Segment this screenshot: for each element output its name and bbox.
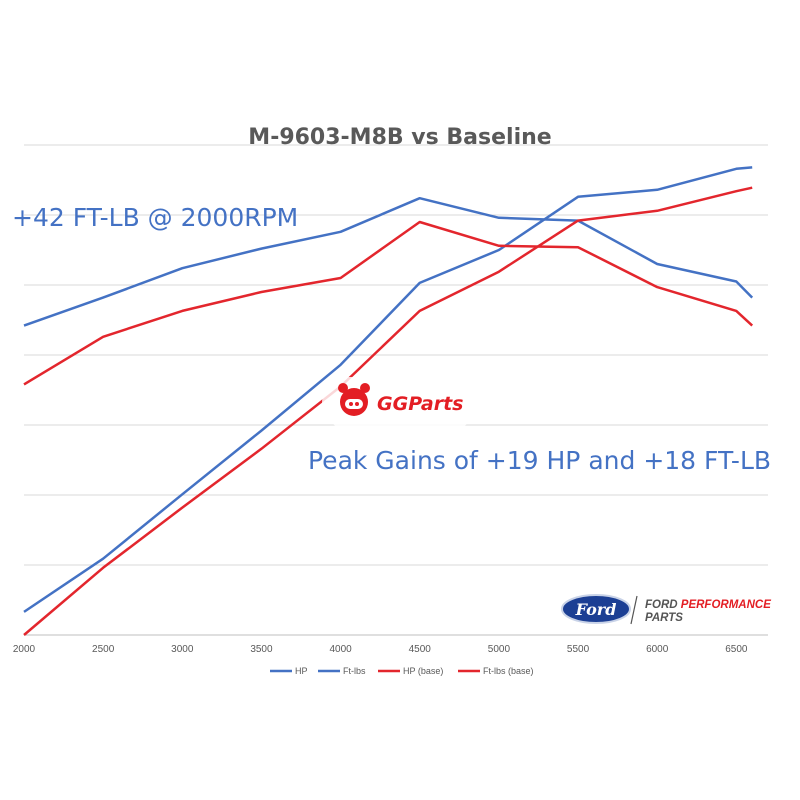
x-tick-label: 2500: [92, 644, 115, 655]
series-line-ft-lbs: [23, 196, 754, 327]
x-tick-label: 4000: [329, 644, 352, 655]
ford-performance-logo: Ford FORD PERFORMANCE PARTS: [561, 594, 771, 625]
series-line-ft-lbs-base: [23, 220, 754, 386]
series-lines: [23, 166, 754, 636]
ford-oval-text: Ford: [575, 600, 617, 619]
pig-logo-icon: [338, 383, 370, 416]
x-tick-label: 5500: [567, 644, 590, 655]
gridlines: [24, 144, 768, 636]
series-line-hp: [23, 166, 753, 613]
annotation-torque-gain: +42 FT-LB @ 2000RPM: [12, 203, 298, 232]
watermark-text: GGParts: [377, 393, 463, 415]
x-tick-label: 5000: [488, 644, 511, 655]
ford-performance-accent: PERFORMANCE: [681, 599, 771, 611]
watermark: GGParts: [322, 377, 478, 429]
ford-performance-text: FORD PERFORMANCE: [645, 599, 771, 611]
x-tick-label: 3000: [171, 644, 194, 655]
x-tick-label: 6500: [725, 644, 748, 655]
ford-parts-text: PARTS: [645, 612, 683, 624]
legend-label: HP: [295, 666, 308, 676]
x-tick-label: 6000: [646, 644, 669, 655]
annotation-peak-gains: Peak Gains of +19 HP and +18 FT-LB: [308, 446, 771, 475]
x-tick-label: 3500: [250, 644, 273, 655]
legend-label: Ft-lbs (base): [483, 666, 534, 676]
legend: HP Ft-lbs HP (base) Ft-lbs (base): [270, 666, 534, 676]
ford-oval-icon: [561, 594, 631, 624]
series-line-hp-base: [23, 186, 753, 636]
legend-label: Ft-lbs: [343, 666, 366, 676]
chart-title: M-9603-M8B vs Baseline: [248, 125, 551, 150]
x-tick-label: 2000: [13, 644, 36, 655]
x-tick-label: 4500: [409, 644, 432, 655]
logo-divider: [630, 595, 638, 625]
legend-label: HP (base): [403, 666, 443, 676]
x-tick-labels: 2000 2500 3000 3500 4000 4500 5000 5500 6000 6500: [13, 644, 748, 655]
